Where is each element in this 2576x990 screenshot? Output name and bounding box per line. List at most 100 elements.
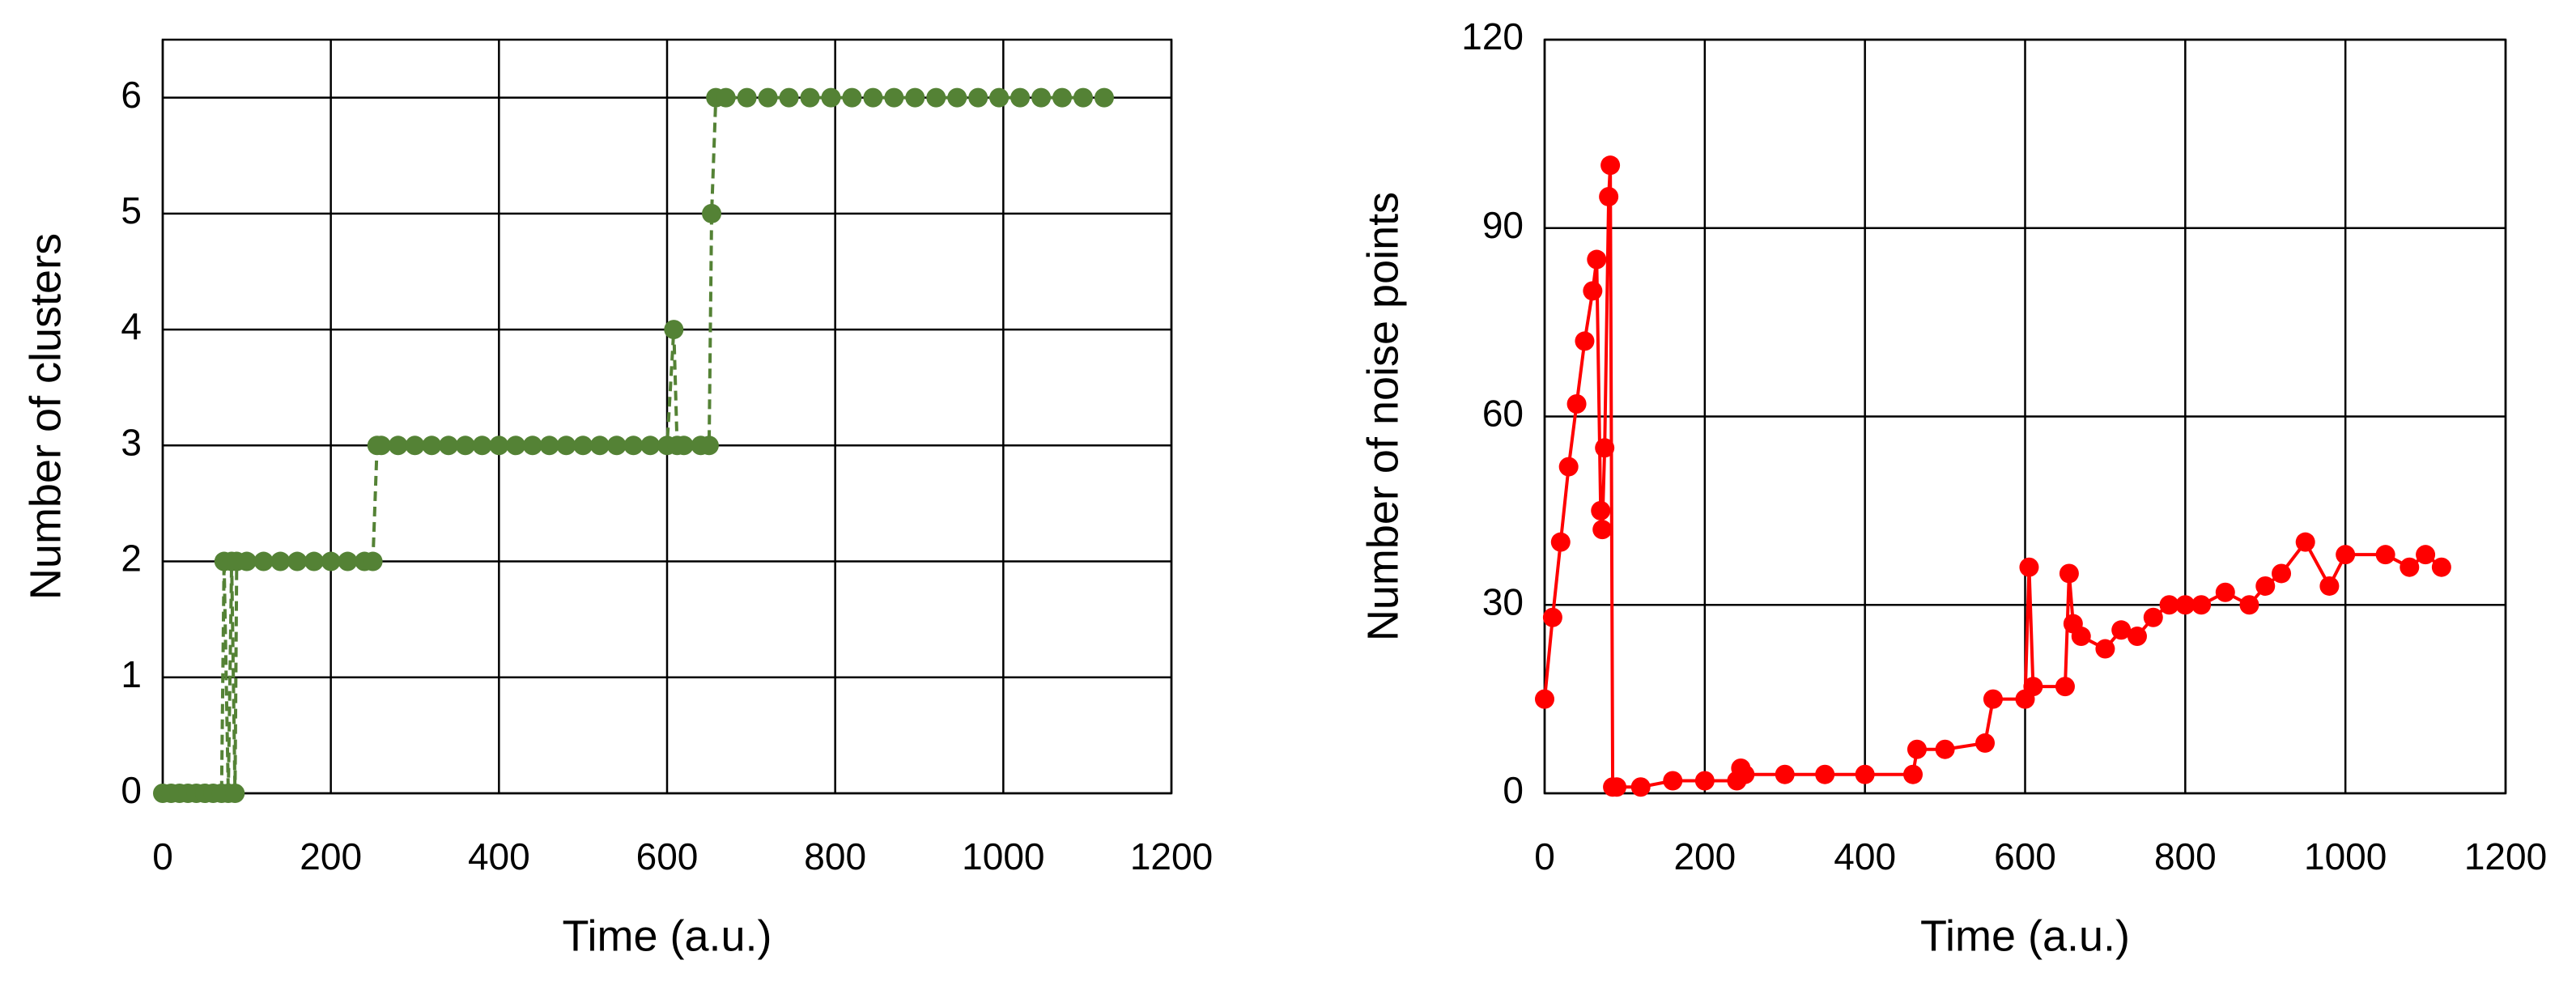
data-point bbox=[1975, 733, 1996, 753]
x-tick-label: 400 bbox=[1834, 835, 1896, 877]
data-point bbox=[1587, 249, 1607, 270]
data-point bbox=[1815, 764, 1835, 784]
data-point bbox=[1073, 87, 1093, 108]
data-point bbox=[338, 551, 358, 571]
data-point bbox=[800, 87, 820, 108]
data-point bbox=[1591, 500, 1611, 520]
data-point bbox=[2059, 563, 2079, 584]
data-point bbox=[2127, 627, 2147, 647]
data-point bbox=[905, 87, 925, 108]
data-point bbox=[1542, 607, 1562, 627]
data-point bbox=[1599, 186, 1619, 206]
x-tick-label: 1000 bbox=[2304, 835, 2387, 877]
x-tick-label: 400 bbox=[468, 835, 530, 877]
data-point bbox=[2272, 563, 2292, 584]
x-axis-title: Time (a.u.) bbox=[1920, 911, 2130, 960]
y-axis-title: Number of clusters bbox=[21, 233, 70, 600]
data-point bbox=[556, 436, 576, 456]
data-point bbox=[1903, 764, 1923, 784]
data-point bbox=[779, 87, 799, 108]
y-tick-label: 30 bbox=[1482, 580, 1524, 622]
y-tick-label: 4 bbox=[121, 305, 142, 347]
data-point bbox=[2239, 595, 2259, 615]
data-point bbox=[1600, 155, 1621, 176]
data-point bbox=[2143, 607, 2163, 627]
data-point bbox=[947, 87, 967, 108]
data-point bbox=[422, 436, 442, 456]
data-point bbox=[2055, 677, 2075, 697]
x-tick-label: 1000 bbox=[962, 835, 1044, 877]
x-tick-label: 600 bbox=[1994, 835, 2056, 877]
data-point bbox=[2095, 639, 2115, 659]
y-tick-label: 6 bbox=[121, 74, 142, 116]
data-point bbox=[664, 320, 684, 340]
data-point bbox=[699, 436, 719, 456]
x-tick-label: 0 bbox=[152, 835, 173, 877]
y-tick-label: 5 bbox=[121, 189, 142, 232]
data-point bbox=[589, 436, 610, 456]
data-point bbox=[716, 87, 736, 108]
data-point bbox=[363, 551, 383, 571]
data-point bbox=[674, 436, 694, 456]
y-tick-label: 3 bbox=[121, 421, 142, 463]
data-point bbox=[623, 436, 644, 456]
y-tick-label: 0 bbox=[1503, 769, 1524, 811]
data-point bbox=[455, 436, 475, 456]
data-point bbox=[522, 436, 542, 456]
data-point bbox=[489, 436, 509, 456]
data-point bbox=[2159, 595, 2179, 615]
y-axis-title: Number of noise points bbox=[1358, 192, 1407, 641]
data-point bbox=[758, 87, 778, 108]
data-point bbox=[287, 551, 308, 571]
data-point bbox=[1031, 87, 1052, 108]
data-point bbox=[1535, 689, 1554, 709]
y-tick-label: 120 bbox=[1461, 15, 1524, 57]
data-point bbox=[1550, 532, 1571, 552]
data-point bbox=[1592, 520, 1613, 540]
x-tick-label: 1200 bbox=[2464, 835, 2547, 877]
data-point bbox=[2023, 677, 2043, 697]
data-point bbox=[270, 551, 291, 571]
data-point bbox=[2255, 576, 2276, 596]
data-point bbox=[640, 436, 661, 456]
data-point bbox=[884, 87, 904, 108]
data-point bbox=[2019, 557, 2039, 577]
data-point bbox=[439, 436, 459, 456]
data-point bbox=[1775, 764, 1795, 784]
data-point bbox=[2175, 595, 2196, 615]
data-point bbox=[2336, 545, 2356, 565]
data-point bbox=[573, 436, 593, 456]
data-point bbox=[606, 436, 627, 456]
x-tick-label: 600 bbox=[636, 835, 699, 877]
x-tick-label: 1200 bbox=[1130, 835, 1213, 877]
x-tick-label: 200 bbox=[300, 835, 362, 877]
data-point bbox=[2215, 582, 2235, 602]
data-point bbox=[1855, 764, 1875, 784]
x-tick-label: 800 bbox=[2154, 835, 2217, 877]
data-point bbox=[1935, 739, 1955, 759]
data-point bbox=[253, 551, 274, 571]
data-point bbox=[1694, 771, 1715, 791]
data-point bbox=[1575, 331, 1595, 351]
data-point bbox=[1010, 87, 1031, 108]
y-tick-label: 90 bbox=[1482, 204, 1524, 246]
x-tick-label: 800 bbox=[804, 835, 866, 877]
data-point bbox=[2071, 627, 2091, 647]
data-point bbox=[737, 87, 757, 108]
data-point bbox=[821, 87, 841, 108]
data-point bbox=[2319, 576, 2340, 596]
data-point bbox=[1583, 281, 1603, 301]
data-point bbox=[1052, 87, 1073, 108]
data-point bbox=[1630, 777, 1651, 797]
data-point bbox=[968, 87, 988, 108]
x-tick-label: 200 bbox=[1673, 835, 1736, 877]
data-point bbox=[2191, 595, 2212, 615]
y-tick-label: 1 bbox=[121, 653, 142, 695]
plot-border bbox=[1543, 38, 2507, 795]
data-point bbox=[926, 87, 946, 108]
data-point bbox=[539, 436, 559, 456]
data-point bbox=[702, 203, 722, 223]
data-point bbox=[2416, 545, 2436, 565]
data-point bbox=[2375, 545, 2395, 565]
